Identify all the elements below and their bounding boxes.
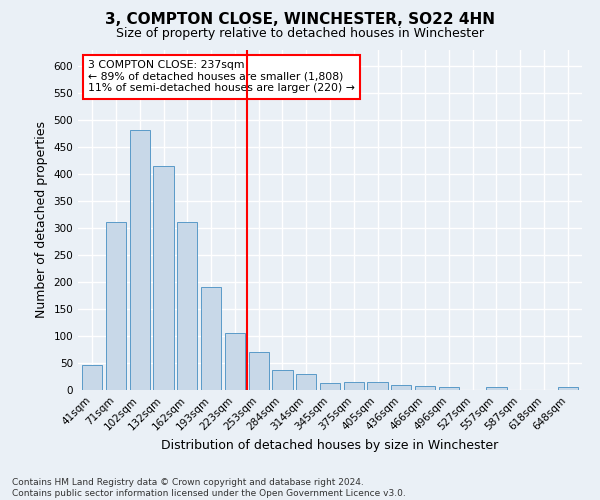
X-axis label: Distribution of detached houses by size in Winchester: Distribution of detached houses by size … bbox=[161, 438, 499, 452]
Bar bbox=[154, 166, 173, 390]
Bar bbox=[344, 382, 364, 390]
Y-axis label: Number of detached properties: Number of detached properties bbox=[35, 122, 48, 318]
Bar bbox=[415, 386, 435, 390]
Bar bbox=[391, 384, 412, 390]
Bar bbox=[272, 370, 293, 390]
Bar bbox=[367, 382, 388, 390]
Bar bbox=[439, 388, 459, 390]
Bar bbox=[106, 222, 126, 390]
Text: Contains HM Land Registry data © Crown copyright and database right 2024.
Contai: Contains HM Land Registry data © Crown c… bbox=[12, 478, 406, 498]
Bar bbox=[557, 387, 578, 390]
Bar bbox=[177, 222, 197, 390]
Bar bbox=[320, 383, 340, 390]
Bar bbox=[82, 365, 103, 390]
Bar bbox=[248, 352, 269, 390]
Bar bbox=[487, 387, 506, 390]
Text: Size of property relative to detached houses in Winchester: Size of property relative to detached ho… bbox=[116, 28, 484, 40]
Text: 3 COMPTON CLOSE: 237sqm
← 89% of detached houses are smaller (1,808)
11% of semi: 3 COMPTON CLOSE: 237sqm ← 89% of detache… bbox=[88, 60, 355, 94]
Bar bbox=[130, 130, 150, 390]
Bar bbox=[201, 287, 221, 390]
Bar bbox=[225, 334, 245, 390]
Text: 3, COMPTON CLOSE, WINCHESTER, SO22 4HN: 3, COMPTON CLOSE, WINCHESTER, SO22 4HN bbox=[105, 12, 495, 28]
Bar bbox=[296, 374, 316, 390]
